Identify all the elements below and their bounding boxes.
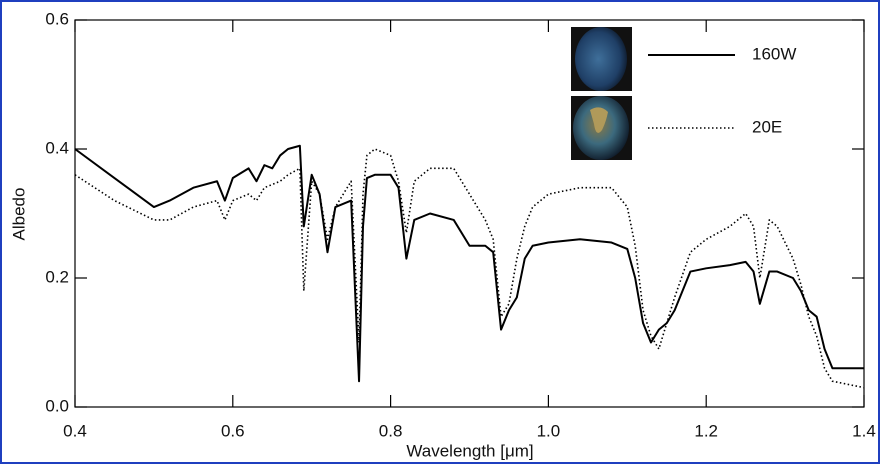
y-tick-label: 0.6 bbox=[45, 9, 69, 28]
x-tick-label: 1.0 bbox=[537, 421, 561, 440]
legend-label: 160W bbox=[752, 44, 796, 63]
series-line bbox=[74, 148, 865, 389]
x-tick-label: 0.6 bbox=[221, 421, 245, 440]
legend-continent bbox=[590, 107, 608, 133]
series-line bbox=[74, 144, 864, 383]
x-tick-label: 1.2 bbox=[694, 421, 718, 440]
x-tick-label: 0.4 bbox=[63, 421, 87, 440]
legend-globe-160w bbox=[575, 27, 627, 91]
y-tick-label: 0.0 bbox=[45, 396, 69, 415]
plot-frame bbox=[74, 19, 865, 408]
legend-label: 20E bbox=[752, 117, 782, 136]
x-axis-title: Wavelength [μm] bbox=[406, 441, 533, 460]
y-axis-title: Albedo bbox=[9, 188, 28, 241]
x-tick-label: 0.8 bbox=[379, 421, 403, 440]
y-tick-label: 0.4 bbox=[45, 138, 69, 157]
y-tick-label: 0.2 bbox=[45, 267, 69, 286]
x-tick-label: 1.4 bbox=[852, 421, 876, 440]
